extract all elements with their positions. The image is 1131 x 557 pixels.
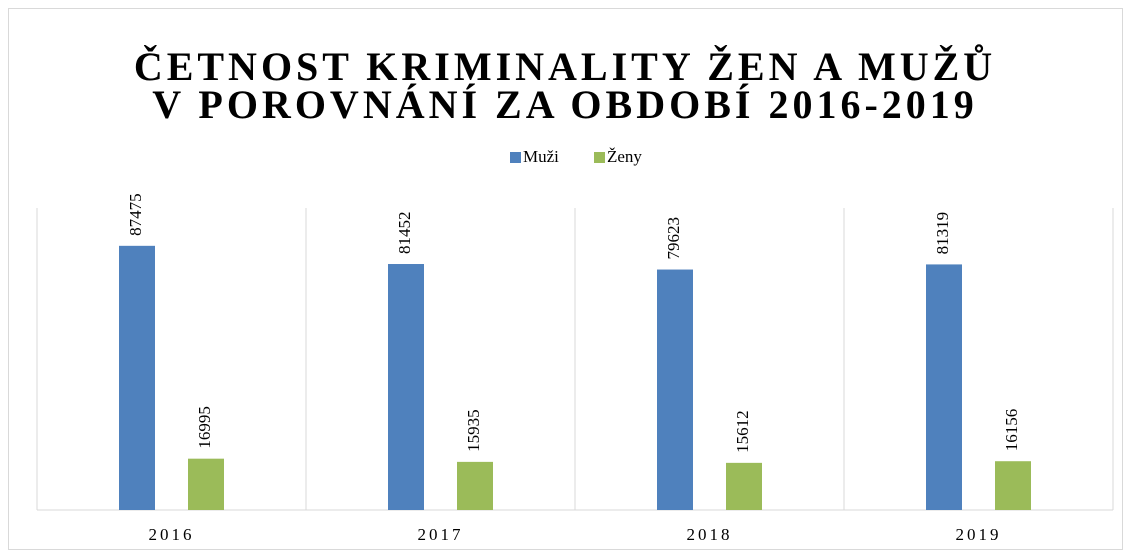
- data-label: 81319: [933, 212, 952, 255]
- bar: [657, 269, 693, 510]
- bar: [119, 245, 155, 510]
- legend-label: Muži: [523, 147, 559, 166]
- x-tick-label: 2017: [418, 525, 464, 544]
- x-tick-label: 2018: [687, 525, 733, 544]
- legend-swatch: [510, 152, 521, 163]
- legend-label: Ženy: [607, 147, 642, 166]
- bar: [726, 462, 762, 510]
- chart-title: ČETNOST KRIMINALITY ŽEN A MUŽŮ V POROVNÁ…: [133, 44, 997, 127]
- x-tick-label: 2019: [956, 525, 1002, 544]
- data-label: 16156: [1002, 409, 1021, 452]
- bar: [995, 461, 1031, 510]
- x-tick-label: 2016: [149, 525, 195, 544]
- data-label: 15935: [464, 409, 483, 452]
- data-label: 87475: [126, 193, 145, 236]
- bar: [926, 264, 962, 510]
- data-label: 16995: [195, 406, 214, 449]
- legend-swatch: [594, 152, 605, 163]
- data-label: 15612: [733, 410, 752, 453]
- bar: [188, 458, 224, 510]
- data-label: 81452: [395, 212, 414, 255]
- bar: [388, 264, 424, 510]
- data-label: 79623: [664, 217, 683, 260]
- bar: [457, 461, 493, 510]
